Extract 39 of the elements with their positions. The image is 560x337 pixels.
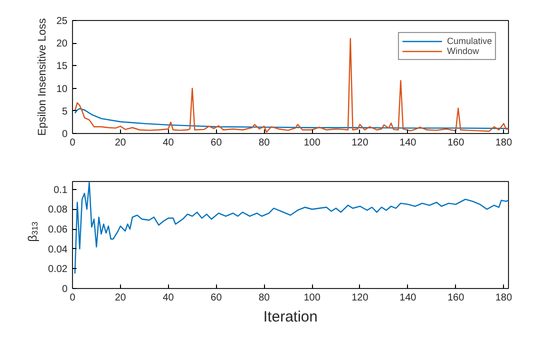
y-tick-label: 5 [62, 106, 68, 118]
x-axis-title: Iteration [263, 308, 318, 326]
y-tick-label: 20 [56, 38, 68, 50]
x-tick-label: 140 [400, 138, 417, 148]
x-tick-label: 0 [70, 292, 76, 304]
y-tick-label: 15 [56, 61, 68, 72]
y-tick-label: 0.06 [48, 224, 68, 236]
legend-label: Cumulative [446, 36, 492, 46]
x-tick-label: 80 [258, 138, 270, 148]
x-tick-label: 100 [304, 138, 321, 148]
y-tick-label: 0.02 [48, 264, 68, 276]
y-tick-label: 0.04 [48, 244, 68, 256]
x-tick-label: 120 [352, 138, 369, 148]
x-tick-label: 40 [162, 138, 174, 148]
line-series [74, 108, 508, 130]
x-tick-label: 180 [495, 292, 512, 304]
x-tick-label: 20 [114, 138, 126, 148]
y-axis-title: Epsilon Insensitive Loss [36, 18, 48, 136]
x-tick-label: 100 [304, 292, 321, 304]
y-tick-label: 0.1 [54, 184, 68, 196]
y-tick-label: 10 [56, 84, 68, 95]
x-tick-label: 0 [70, 138, 76, 148]
x-tick-label: 160 [447, 292, 465, 304]
x-tick-label: 160 [447, 138, 465, 148]
x-tick-label: 60 [210, 138, 222, 148]
y-tick-label: 25 [56, 16, 68, 27]
x-tick-label: 60 [210, 292, 222, 304]
y-tick-label: 0 [62, 284, 68, 295]
y-tick-label: 0 [62, 129, 68, 140]
x-tick-label: 20 [114, 292, 126, 304]
legend-label: Window [446, 46, 479, 56]
x-tick-label: 140 [400, 292, 417, 304]
x-tick-label: 180 [495, 138, 512, 148]
x-tick-label: 40 [162, 292, 174, 304]
y-tick-label: 0.08 [48, 204, 68, 216]
x-tick-label: 120 [352, 292, 369, 304]
x-tick-label: 80 [258, 292, 270, 304]
line-series [74, 182, 508, 274]
y-axis-title: β313 [26, 221, 40, 242]
